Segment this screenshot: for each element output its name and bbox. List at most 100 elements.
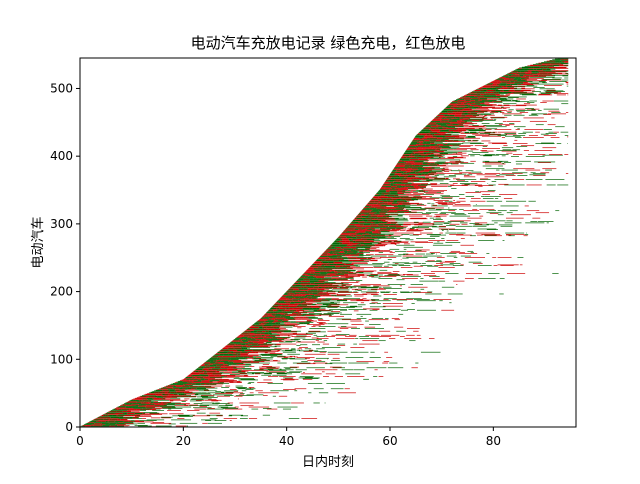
charge-segment bbox=[414, 173, 426, 174]
discharge-segment bbox=[409, 194, 419, 195]
charge-segment bbox=[299, 286, 306, 287]
charge-segment bbox=[541, 142, 554, 144]
charge-segment bbox=[393, 181, 402, 183]
discharge-segment bbox=[163, 406, 172, 408]
charge-segment bbox=[439, 131, 444, 132]
discharge-segment bbox=[309, 294, 330, 295]
discharge-segment bbox=[169, 413, 184, 415]
discharge-segment bbox=[387, 196, 393, 198]
discharge-segment bbox=[236, 360, 247, 362]
charge-segment bbox=[277, 300, 284, 302]
discharge-segment bbox=[275, 313, 278, 314]
discharge-segment bbox=[453, 135, 458, 137]
discharge-segment bbox=[120, 419, 128, 421]
discharge-segment bbox=[537, 70, 546, 72]
discharge-segment bbox=[255, 351, 268, 353]
charge-segment bbox=[407, 187, 416, 189]
discharge-segment bbox=[92, 419, 101, 421]
discharge-segment bbox=[442, 167, 449, 169]
discharge-segment bbox=[150, 393, 156, 395]
charge-segment bbox=[177, 414, 195, 416]
discharge-segment bbox=[409, 156, 413, 158]
charge-segment bbox=[212, 355, 219, 357]
discharge-segment bbox=[316, 277, 325, 279]
discharge-segment bbox=[511, 92, 516, 94]
charge-segment bbox=[310, 276, 315, 278]
charge-segment bbox=[419, 280, 439, 282]
charge-segment bbox=[228, 358, 237, 360]
discharge-segment bbox=[222, 348, 228, 350]
charge-segment bbox=[166, 385, 176, 387]
discharge-segment bbox=[215, 362, 224, 363]
discharge-segment bbox=[272, 322, 276, 323]
discharge-segment bbox=[447, 156, 464, 158]
discharge-segment bbox=[399, 336, 405, 337]
discharge-segment bbox=[163, 399, 172, 400]
charge-segment bbox=[339, 235, 350, 237]
discharge-segment bbox=[250, 337, 259, 339]
charge-segment bbox=[279, 330, 292, 331]
charge-segment bbox=[351, 255, 364, 257]
discharge-segment bbox=[514, 90, 535, 92]
charge-segment bbox=[232, 364, 237, 365]
discharge-segment bbox=[301, 418, 318, 419]
discharge-segment bbox=[184, 378, 192, 379]
discharge-segment bbox=[458, 131, 464, 133]
discharge-segment bbox=[345, 255, 350, 256]
discharge-segment bbox=[229, 389, 237, 390]
charge-segment bbox=[289, 287, 293, 289]
charge-segment bbox=[157, 396, 167, 398]
charge-segment bbox=[459, 110, 467, 112]
discharge-segment bbox=[486, 90, 496, 92]
charge-segment bbox=[199, 374, 204, 375]
charge-segment bbox=[117, 414, 125, 416]
discharge-segment bbox=[265, 313, 269, 314]
discharge-segment bbox=[525, 72, 532, 74]
discharge-segment bbox=[245, 344, 249, 346]
charge-segment bbox=[439, 130, 449, 132]
discharge-segment bbox=[309, 299, 316, 301]
charge-segment bbox=[191, 384, 201, 386]
charge-segment bbox=[480, 91, 491, 92]
charge-segment bbox=[362, 245, 367, 247]
discharge-segment bbox=[395, 188, 406, 190]
charge-segment bbox=[332, 285, 339, 287]
charge-segment bbox=[277, 406, 298, 408]
discharge-segment bbox=[286, 299, 290, 300]
charge-segment bbox=[154, 405, 167, 407]
charge-segment bbox=[378, 190, 386, 192]
discharge-segment bbox=[484, 85, 492, 86]
discharge-segment bbox=[283, 323, 287, 325]
discharge-segment bbox=[238, 364, 246, 366]
discharge-segment bbox=[161, 403, 167, 405]
discharge-segment bbox=[241, 352, 248, 354]
charge-segment bbox=[445, 232, 457, 234]
discharge-segment bbox=[419, 143, 426, 145]
charge-segment bbox=[355, 338, 359, 340]
discharge-segment bbox=[347, 226, 355, 228]
charge-segment bbox=[228, 415, 233, 417]
discharge-segment bbox=[454, 115, 462, 117]
charge-segment bbox=[267, 320, 275, 321]
discharge-segment bbox=[180, 395, 197, 397]
discharge-segment bbox=[533, 65, 542, 67]
charge-segment bbox=[304, 348, 312, 350]
discharge-segment bbox=[234, 344, 238, 346]
charge-segment bbox=[242, 343, 249, 344]
discharge-segment bbox=[279, 376, 296, 377]
charge-segment bbox=[443, 176, 457, 178]
discharge-segment bbox=[211, 356, 215, 358]
discharge-segment bbox=[273, 326, 277, 328]
charge-segment bbox=[470, 99, 479, 101]
discharge-segment bbox=[289, 288, 299, 289]
charge-segment bbox=[478, 278, 496, 279]
discharge-segment bbox=[237, 352, 242, 354]
charge-segment bbox=[427, 164, 438, 166]
discharge-segment bbox=[145, 407, 155, 409]
discharge-segment bbox=[472, 102, 481, 104]
discharge-segment bbox=[148, 397, 157, 398]
charge-segment bbox=[552, 59, 561, 61]
discharge-segment bbox=[406, 229, 424, 231]
discharge-segment bbox=[145, 406, 154, 407]
charge-segment bbox=[321, 279, 329, 281]
